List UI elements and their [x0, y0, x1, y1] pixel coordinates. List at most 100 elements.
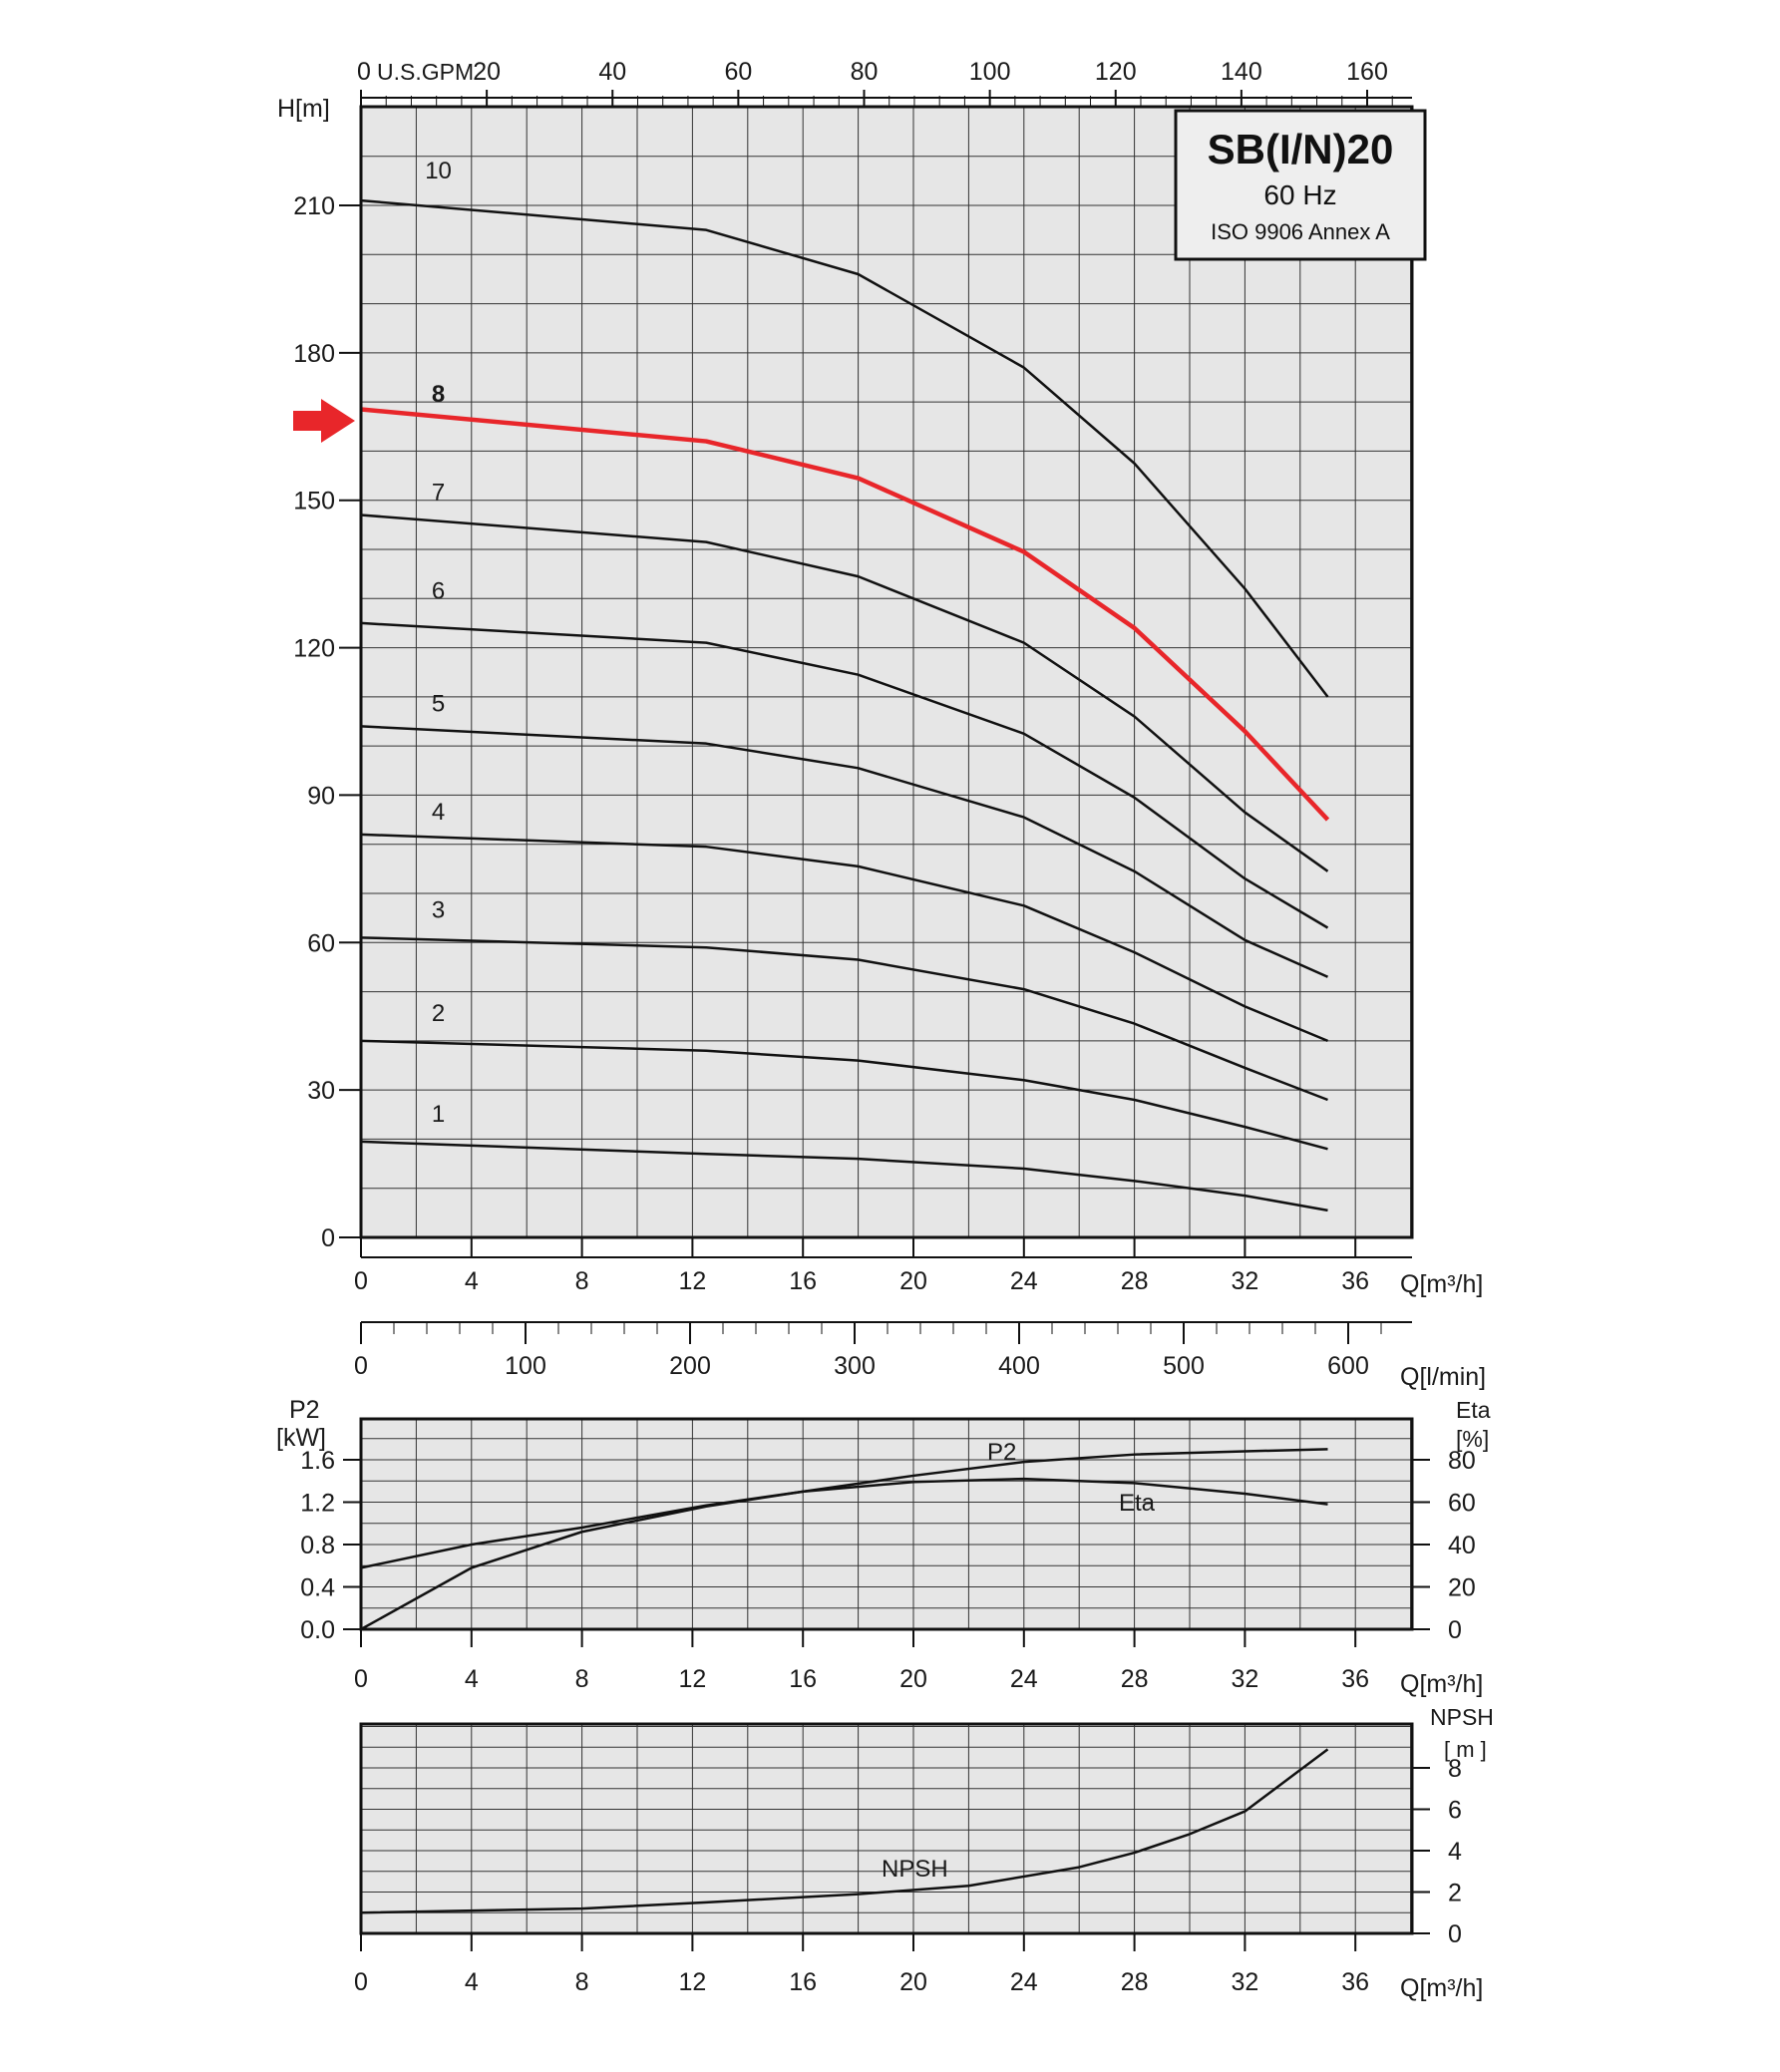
power-x-tick-label: 20	[899, 1665, 927, 1693]
head-curve-10	[360, 198, 1329, 698]
head-x-tick-label: 20	[899, 1267, 927, 1295]
head-curve-label-7: 7	[432, 480, 445, 507]
head-x-tick-label: 8	[575, 1267, 589, 1295]
lmin-tick-label: 500	[1163, 1352, 1205, 1380]
npsh-y-tick-label: 0	[1448, 1920, 1462, 1948]
head-curve-label-3: 3	[432, 897, 445, 924]
eta-curve-label: Eta	[1119, 1490, 1156, 1517]
lmin-tick-label: 600	[1327, 1352, 1369, 1380]
head-curve-4	[360, 833, 1328, 1043]
npsh-x-tick-label: 32	[1231, 1968, 1258, 1996]
power-x-tick-label: 8	[575, 1665, 589, 1693]
eta-unit-label: [%]	[1456, 1426, 1489, 1452]
head-y-tick-label: 210	[293, 192, 335, 220]
head-y-tick-label: 120	[293, 635, 335, 663]
head-curve-6	[360, 621, 1329, 929]
q-lmin-axis-label: Q[l/min]	[1400, 1363, 1486, 1391]
gpm-tick-label: 80	[851, 58, 879, 86]
lmin-tick-label: 100	[505, 1352, 546, 1380]
p2-axis-label: P2	[289, 1396, 320, 1424]
lmin-tick-label: 200	[669, 1352, 711, 1380]
npsh-x-tick-label: 16	[789, 1968, 817, 1996]
head-x-tick-label: 28	[1121, 1267, 1149, 1295]
npsh-x-tick-label: 4	[465, 1968, 479, 1996]
npsh-x-tick-label: 20	[899, 1968, 927, 1996]
head-curve-3	[360, 936, 1328, 1102]
lmin-tick-label: 300	[834, 1352, 876, 1380]
npsh-y-tick-label: 8	[1448, 1755, 1462, 1783]
eta-y-tick-label: 0	[1448, 1616, 1462, 1644]
curve-eta	[360, 1477, 1328, 1631]
standard-label: ISO 9906 Annex A	[1211, 219, 1390, 244]
power-x-tick-label: 32	[1231, 1665, 1258, 1693]
highlight-arrow-icon	[293, 399, 355, 443]
power-x-tick-label: 28	[1121, 1665, 1149, 1693]
head-curve-7	[360, 514, 1329, 872]
q-m3h-axis-label-npsh: Q[m³/h]	[1400, 1974, 1483, 2002]
head-y-tick-label: 180	[293, 340, 335, 368]
eta-y-tick-label: 60	[1448, 1490, 1476, 1518]
gpm-tick-label: 40	[598, 58, 626, 86]
head-curve-8	[360, 407, 1330, 822]
head-y-tick-label: 30	[307, 1077, 335, 1105]
chart-title: SB(I/N)20	[1208, 126, 1394, 173]
head-curve-2	[360, 1039, 1328, 1151]
head-y-tick-label: 90	[307, 782, 335, 810]
lmin-tick-label: 0	[354, 1352, 368, 1380]
p2-unit-label: [kW]	[276, 1424, 326, 1452]
head-curve-label-1: 1	[432, 1101, 445, 1128]
frequency-label: 60 Hz	[1263, 179, 1336, 210]
power-x-tick-label: 16	[789, 1665, 817, 1693]
npsh-x-tick-label: 0	[354, 1968, 368, 1996]
head-x-tick-label: 32	[1231, 1267, 1258, 1295]
q-m3h-axis-label-head: Q[m³/h]	[1400, 1270, 1483, 1298]
head-curve-1	[360, 1140, 1328, 1212]
head-x-tick-label: 16	[789, 1267, 817, 1295]
head-x-tick-label: 4	[465, 1267, 479, 1295]
head-curve-label-2: 2	[432, 1000, 445, 1027]
head-curve-label-6: 6	[432, 577, 445, 604]
gpm-tick-label: 120	[1095, 58, 1137, 86]
head-curve-label-5: 5	[432, 691, 445, 718]
title-box: SB(I/N)20 60 Hz ISO 9906 Annex A	[1174, 109, 1427, 261]
eta-y-tick-label: 40	[1448, 1532, 1476, 1559]
npsh-y-tick-label: 6	[1448, 1797, 1462, 1825]
power-plot-area	[361, 1419, 1412, 1629]
power-plot-frame	[359, 1417, 1414, 1631]
power-x-tick-label: 36	[1341, 1665, 1369, 1693]
head-plot-frame	[359, 105, 1414, 1239]
eta-y-tick-label: 20	[1448, 1574, 1476, 1602]
q-m3h-axis-label-power: Q[m³/h]	[1400, 1670, 1483, 1698]
npsh-x-tick-label: 12	[678, 1968, 706, 1996]
npsh-y-tick-label: 4	[1448, 1838, 1462, 1866]
lmin-tick-label: 400	[998, 1352, 1040, 1380]
eta-axis-label: Eta	[1456, 1397, 1491, 1423]
curve-npsh	[360, 1748, 1329, 1914]
npsh-unit-label: [ m ]	[1444, 1737, 1487, 1762]
power-y-tick-label: 0.0	[300, 1616, 335, 1644]
npsh-x-tick-label: 8	[575, 1968, 589, 1996]
head-curve-label-10: 10	[425, 158, 452, 184]
power-y-tick-label: 1.2	[300, 1490, 335, 1518]
npsh-y-tick-label: 2	[1448, 1880, 1462, 1907]
power-y-tick-label: 1.6	[300, 1447, 335, 1475]
curve-p2	[360, 1448, 1328, 1569]
power-y-tick-label: 0.4	[300, 1574, 335, 1602]
gpm-tick-label: 20	[473, 58, 501, 86]
power-x-tick-label: 24	[1010, 1665, 1038, 1693]
npsh-axis-label: NPSH	[1430, 1704, 1494, 1730]
power-x-tick-label: 4	[465, 1665, 479, 1693]
head-y-tick-label: 60	[307, 929, 335, 957]
npsh-x-tick-label: 28	[1121, 1968, 1149, 1996]
npsh-curve-label: NPSH	[882, 1856, 948, 1883]
p2-curve-label: P2	[987, 1439, 1016, 1466]
head-x-tick-label: 0	[354, 1267, 368, 1295]
head-curve-label-4: 4	[432, 799, 445, 826]
gpm-tick-label: 0	[357, 58, 371, 86]
npsh-x-tick-label: 24	[1010, 1968, 1038, 1996]
npsh-plot-frame	[359, 1722, 1414, 1935]
us-gpm-axis-label: U.S.GPM	[377, 59, 474, 85]
gpm-tick-label: 60	[724, 58, 752, 86]
